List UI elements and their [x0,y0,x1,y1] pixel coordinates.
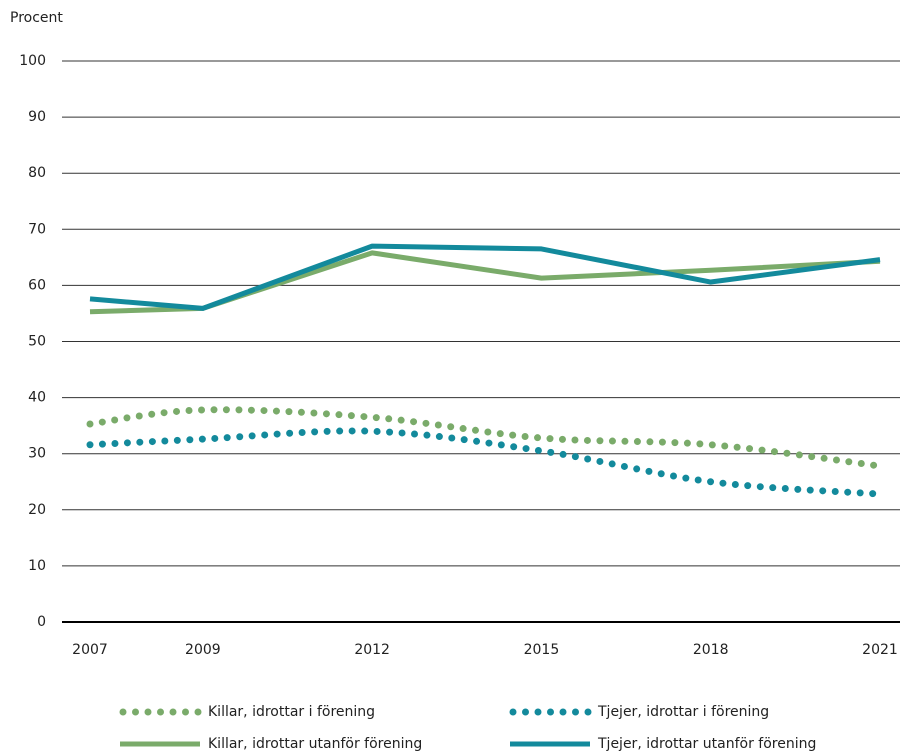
y-tick-label: 60 [28,277,46,293]
y-axis-label: Procent [10,10,63,26]
x-tick-label: 2007 [72,642,108,658]
legend-label: Killar, idrottar i förening [208,704,375,720]
y-tick-label: 50 [28,334,46,350]
legend-label: Tjejer, idrottar i förening [597,704,769,720]
series-line [89,250,881,315]
x-tick-label: 2015 [524,642,560,658]
x-tick-label: 2012 [354,642,390,658]
series-line [89,243,881,311]
series-line [86,406,884,470]
y-tick-label: 0 [37,614,46,630]
y-tick-label: 90 [28,109,46,125]
x-tick-label: 2009 [185,642,221,658]
y-tick-label: 30 [28,446,46,462]
y-tick-label: 100 [19,53,46,69]
y-tick-label: 10 [28,558,46,574]
x-tick-label: 2021 [862,642,898,658]
y-tick-label: 80 [28,165,46,181]
legend-label: Tjejer, idrottar utanför förening [597,736,816,752]
series-line [86,427,884,498]
legend-label: Killar, idrottar utanför förening [208,736,422,752]
y-tick-label: 40 [28,390,46,406]
y-tick-label: 20 [28,502,46,518]
x-tick-label: 2018 [693,642,729,658]
y-tick-label: 70 [28,221,46,237]
